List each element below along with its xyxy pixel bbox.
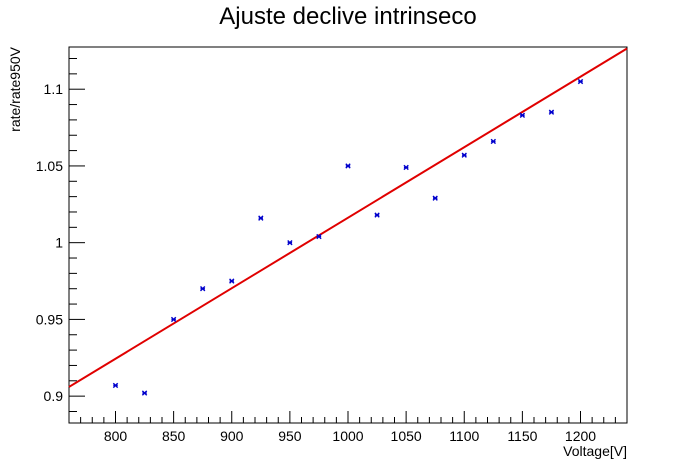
x-tick-label: 1050 bbox=[391, 428, 422, 444]
x-tick-label: 900 bbox=[220, 428, 244, 444]
x-tick-label: 1150 bbox=[507, 428, 537, 444]
x-tick-label: 1100 bbox=[449, 428, 479, 444]
data-point bbox=[548, 109, 555, 115]
fit-line bbox=[68, 47, 628, 388]
y-tick-label: 1.05 bbox=[36, 158, 63, 174]
data-point bbox=[577, 78, 584, 85]
y-tick-label: 0.95 bbox=[36, 311, 63, 327]
y-tick-label: 0.9 bbox=[44, 388, 64, 404]
y-tick-label: 1.1 bbox=[44, 81, 64, 97]
data-point bbox=[141, 390, 148, 396]
data-point bbox=[316, 233, 322, 240]
data-point bbox=[461, 152, 467, 158]
data-point bbox=[258, 215, 264, 221]
data-point bbox=[199, 286, 206, 292]
y-axis: 0.9 0.95 1 1.05 1.1 bbox=[36, 58, 85, 412]
data-point bbox=[519, 112, 526, 118]
x-tick-label: 950 bbox=[278, 428, 302, 444]
fit-line-layer bbox=[68, 47, 628, 388]
x-axis-label: Voltage[V] bbox=[563, 443, 627, 459]
x-tick-label: 800 bbox=[104, 428, 128, 444]
data-point bbox=[490, 138, 497, 145]
x-tick-label: 1000 bbox=[332, 428, 363, 444]
x-tick-label: 1200 bbox=[565, 428, 596, 444]
data-point bbox=[432, 195, 438, 201]
data-point bbox=[229, 278, 235, 284]
data-point bbox=[170, 316, 177, 323]
data-point bbox=[403, 164, 409, 171]
data-point bbox=[112, 382, 119, 389]
x-tick-label: 850 bbox=[162, 428, 186, 444]
plot-frame bbox=[68, 46, 628, 424]
data-points bbox=[112, 78, 584, 396]
y-tick-label: 1 bbox=[55, 235, 63, 251]
data-point bbox=[374, 212, 380, 218]
data-point bbox=[345, 163, 351, 169]
x-axis: 800 850 900 950 1000 1050 1100 1150 1200 bbox=[80, 411, 628, 444]
data-point bbox=[287, 239, 293, 246]
y-axis-label: rate/rate950V bbox=[7, 46, 23, 131]
chart-title: Ajuste declive intrinseco bbox=[219, 3, 476, 30]
